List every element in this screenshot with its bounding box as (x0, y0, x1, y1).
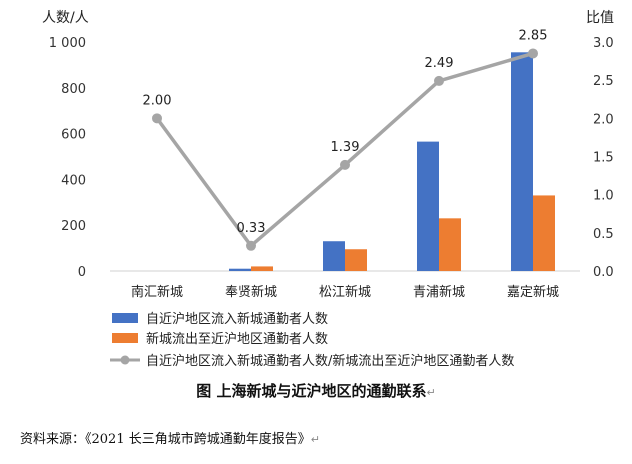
bar-outflow (251, 266, 273, 271)
y-right-tick-label: 3.0 (593, 36, 614, 51)
y-right-tick-label: 1.0 (593, 189, 614, 204)
bar-outflow (439, 218, 461, 271)
bar-inflow (323, 241, 345, 271)
legend-label: 自近沪地区流入新城通勤者人数 (146, 311, 328, 327)
category-label: 青浦新城 (413, 284, 465, 300)
bar-inflow (417, 141, 439, 271)
figure-caption: 图 上海新城与近沪地区的通勤联系↵ (0, 380, 632, 401)
ratio-data-label: 2.85 (519, 28, 548, 43)
ratio-point (340, 159, 350, 170)
bar-outflow (533, 195, 555, 271)
caption-text: 图 上海新城与近沪地区的通勤联系 (196, 382, 427, 400)
legend-label: 自近沪地区流入新城通勤者人数/新城流出至近沪地区通勤者人数 (146, 353, 514, 369)
ratio-point (246, 240, 256, 251)
y-left-tick-label: 1 000 (49, 36, 86, 51)
y-left-tick-label: 200 (61, 219, 86, 234)
legend-swatch (112, 313, 138, 323)
bar-outflow (345, 249, 367, 271)
y-right-tick-label: 0.0 (593, 265, 614, 280)
y-axis-left-label: 人数/人 (42, 10, 89, 26)
source-return-mark: ↵ (310, 433, 320, 446)
source-note: 资料来源：《2021 长三角城市跨城通勤年度报告》↵ (20, 428, 320, 447)
ratio-data-label: 2.49 (425, 56, 454, 71)
y-right-tick-label: 1.5 (593, 151, 614, 166)
ratio-point (434, 75, 444, 86)
y-right-tick-label: 0.5 (593, 227, 614, 242)
y-right-tick-label: 2.0 (593, 112, 614, 127)
ratio-data-label: 2.00 (143, 93, 172, 108)
category-label: 奉贤新城 (225, 284, 277, 300)
y-left-tick-label: 400 (61, 173, 86, 188)
y-right-tick-label: 2.5 (593, 74, 614, 89)
y-left-tick-label: 800 (61, 82, 86, 97)
bar-inflow (229, 268, 251, 271)
category-label: 南汇新城 (131, 284, 183, 300)
y-axis-right-label: 比值 (586, 10, 614, 26)
source-text: 资料来源：《2021 长三角城市跨城通勤年度报告》 (20, 432, 311, 447)
legend-label: 新城流出至近沪地区通勤者人数 (146, 331, 328, 347)
ratio-data-label: 0.33 (237, 221, 266, 236)
caption-return-mark: ↵ (426, 386, 436, 399)
chart: 人数/人 比值 0 200 400 600 800 1 000 0.0 0.5 1.0 1.5 2… (42, 10, 614, 369)
category-label: 嘉定新城 (507, 284, 559, 300)
legend-swatch (112, 333, 138, 343)
ratio-point (152, 113, 162, 124)
ratio-point (528, 48, 538, 59)
category-label: 松江新城 (319, 284, 371, 300)
y-left-tick-label: 600 (61, 128, 86, 143)
bar-inflow (511, 52, 533, 272)
legend-line-marker (120, 355, 130, 365)
ratio-data-label: 1.39 (331, 140, 360, 155)
y-left-tick-label: 0 (78, 265, 86, 280)
